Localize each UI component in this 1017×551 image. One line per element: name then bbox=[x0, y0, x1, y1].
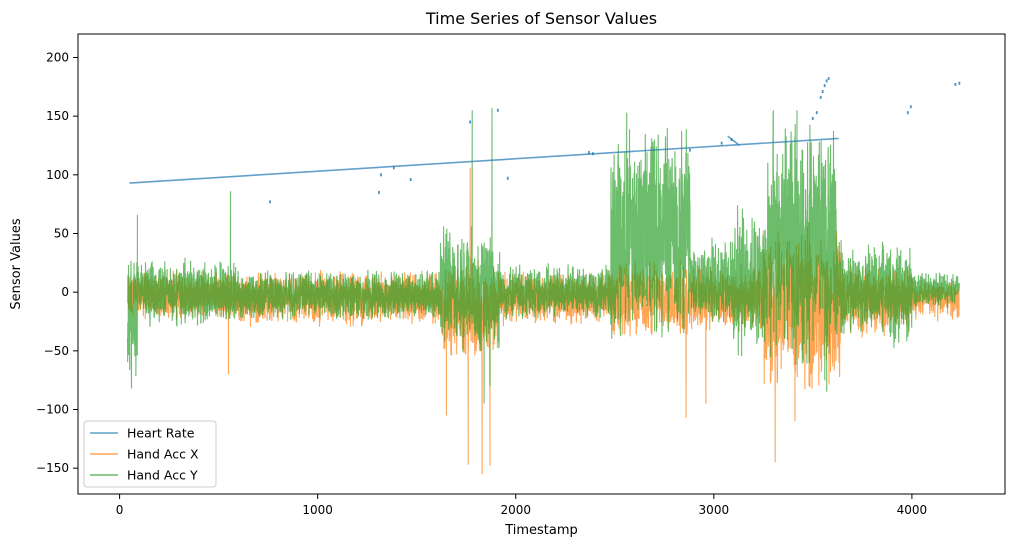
y-axis-label: Sensor Values bbox=[9, 218, 24, 309]
y-tick-label: 50 bbox=[54, 226, 69, 240]
legend: Heart Rate Hand Acc X Hand Acc Y bbox=[83, 420, 217, 488]
legend-item: Hand Acc Y bbox=[90, 468, 198, 483]
legend-label: Heart Rate bbox=[127, 426, 195, 441]
heart-rate-point bbox=[958, 81, 961, 85]
x-tick-label: 0 bbox=[116, 503, 124, 517]
heart-rate-point bbox=[506, 176, 509, 180]
x-tick-label: 4000 bbox=[897, 503, 928, 517]
legend-label: Hand Acc Y bbox=[127, 468, 198, 483]
heart-rate-point bbox=[269, 200, 271, 204]
y-tick-label: 0 bbox=[61, 285, 69, 299]
heart-rate-point bbox=[720, 141, 723, 145]
heart-rate-point bbox=[730, 138, 733, 142]
y-tick-label: 150 bbox=[46, 109, 69, 123]
heart-rate-point bbox=[815, 111, 818, 115]
heart-rate-point bbox=[588, 151, 590, 155]
y-axis: −150 −100 −50 0 50 100 150 200 bbox=[36, 50, 78, 475]
legend-item: Hand Acc X bbox=[90, 447, 199, 462]
x-tick-label: 2000 bbox=[500, 503, 531, 517]
plot-frame bbox=[77, 33, 1006, 495]
y-tick-label: −150 bbox=[36, 461, 69, 475]
legend-label: Hand Acc X bbox=[127, 447, 199, 462]
x-axis: 0 1000 2000 3000 4000 bbox=[116, 494, 927, 517]
heart-rate-line bbox=[727, 135, 741, 147]
heart-rate-line bbox=[129, 137, 839, 184]
heart-rate-point bbox=[954, 82, 957, 86]
chart-title: Time Series of Sensor Values bbox=[425, 9, 657, 28]
heart-rate-point bbox=[378, 190, 380, 194]
heart-rate-point bbox=[409, 178, 412, 182]
series-layer bbox=[126, 77, 961, 475]
y-tick-label: 100 bbox=[46, 168, 69, 182]
legend-item: Heart Rate bbox=[90, 426, 195, 441]
series-heart-rate bbox=[129, 77, 961, 204]
heart-rate-point bbox=[469, 120, 471, 124]
x-tick-label: 1000 bbox=[302, 503, 333, 517]
heart-rate-point bbox=[825, 79, 828, 83]
x-axis-label: Timestamp bbox=[504, 523, 578, 538]
heart-rate-point bbox=[689, 148, 691, 152]
y-tick-label: 200 bbox=[46, 50, 69, 64]
heart-rate-point bbox=[827, 77, 830, 81]
x-tick-label: 3000 bbox=[699, 503, 730, 517]
heart-rate-point bbox=[819, 95, 822, 99]
heart-rate-point bbox=[496, 108, 499, 112]
legend-box bbox=[83, 420, 217, 488]
heart-rate-point bbox=[823, 84, 826, 88]
y-tick-label: −100 bbox=[36, 403, 69, 417]
heart-rate-point bbox=[592, 152, 594, 156]
series-hand-acc-y bbox=[126, 107, 960, 404]
heart-rate-point bbox=[909, 105, 912, 109]
heart-rate-point bbox=[380, 173, 382, 177]
heart-rate-point bbox=[821, 90, 824, 93]
heart-rate-point bbox=[906, 111, 909, 115]
heart-rate-point bbox=[392, 166, 395, 170]
y-tick-label: −50 bbox=[44, 344, 69, 358]
heart-rate-point bbox=[811, 116, 814, 120]
series-line bbox=[126, 107, 960, 404]
